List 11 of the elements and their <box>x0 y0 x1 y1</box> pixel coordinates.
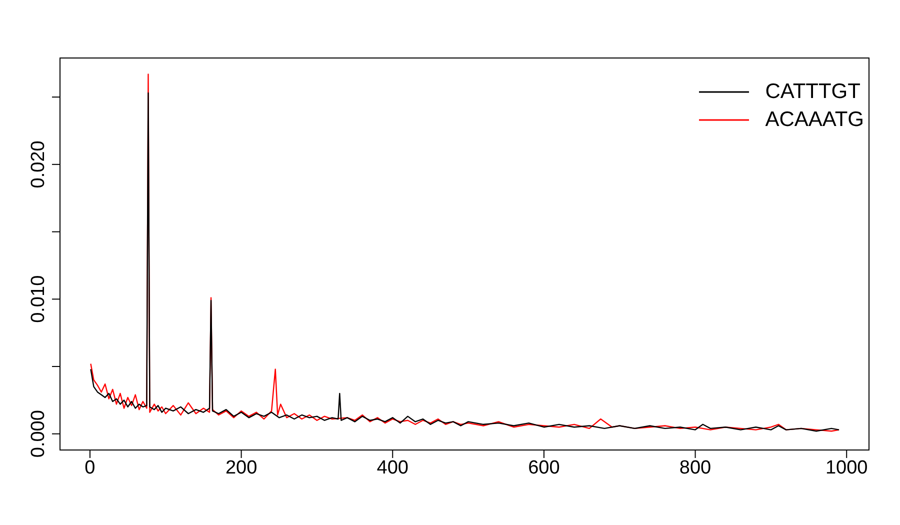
y-tick-label: 0.000 <box>28 410 49 458</box>
x-tick-label: 0 <box>84 457 96 478</box>
y-tick-label: 0.010 <box>28 275 49 323</box>
y-tick-label: 0.020 <box>28 140 49 188</box>
x-tick-label: 1000 <box>825 457 868 478</box>
x-tick-label: 400 <box>376 457 408 478</box>
x-tick-label: 200 <box>225 457 258 478</box>
x-tick-label: 800 <box>679 457 712 478</box>
legend-label: CATTTGT <box>765 80 860 104</box>
legend-label: ACAAATG <box>765 108 864 132</box>
x-tick-label: 600 <box>528 457 560 478</box>
